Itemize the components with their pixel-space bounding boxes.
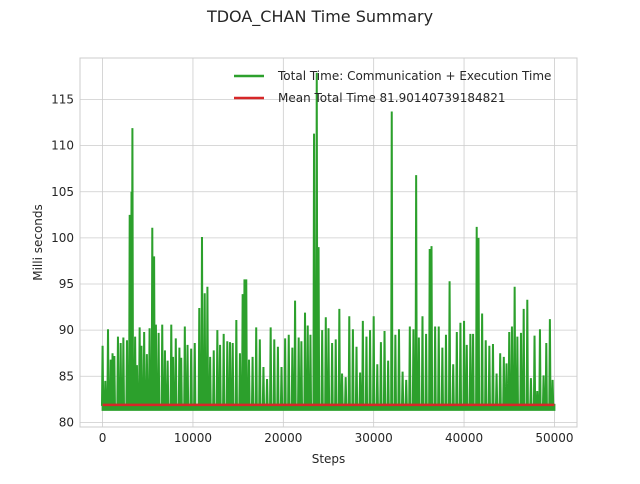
y-tick-label: 100 (51, 231, 74, 245)
y-tick-label: 115 (51, 93, 74, 107)
x-tick-label: 20000 (264, 431, 302, 445)
legend-label: Total Time: Communication + Execution Ti… (277, 69, 551, 83)
plot-border (79, 57, 578, 428)
y-tick-label: 105 (51, 185, 74, 199)
x-axis-label: Steps (312, 452, 346, 466)
y-tick-label: 110 (51, 139, 74, 153)
y-tick-label: 80 (59, 415, 74, 429)
legend-label: Mean Total Time 81.90140739184821 (278, 91, 506, 105)
y-tick-label: 85 (59, 369, 74, 383)
legend: Total Time: Communication + Execution Ti… (234, 69, 551, 105)
plot-area: 0 10000 20000 30000 40000 50000 80 85 90 95 100 105… (51, 57, 578, 445)
axes-layer: 0 10000 20000 30000 40000 50000 80 85 90 95 100 105… (51, 57, 578, 445)
y-tick-label: 90 (59, 323, 74, 337)
x-tick-label: 0 (99, 431, 107, 445)
x-tick-label: 10000 (174, 431, 212, 445)
y-tick-label: 95 (59, 277, 74, 291)
series-band-total-time (101, 403, 556, 411)
chart-title: TDOA_CHAN Time Summary (206, 7, 433, 27)
x-tick-label: 50000 (535, 431, 573, 445)
y-axis-label: Milli seconds (31, 204, 45, 281)
series-layer (100, 72, 556, 411)
x-tick-label: 40000 (445, 431, 483, 445)
x-tick-label: 30000 (355, 431, 393, 445)
